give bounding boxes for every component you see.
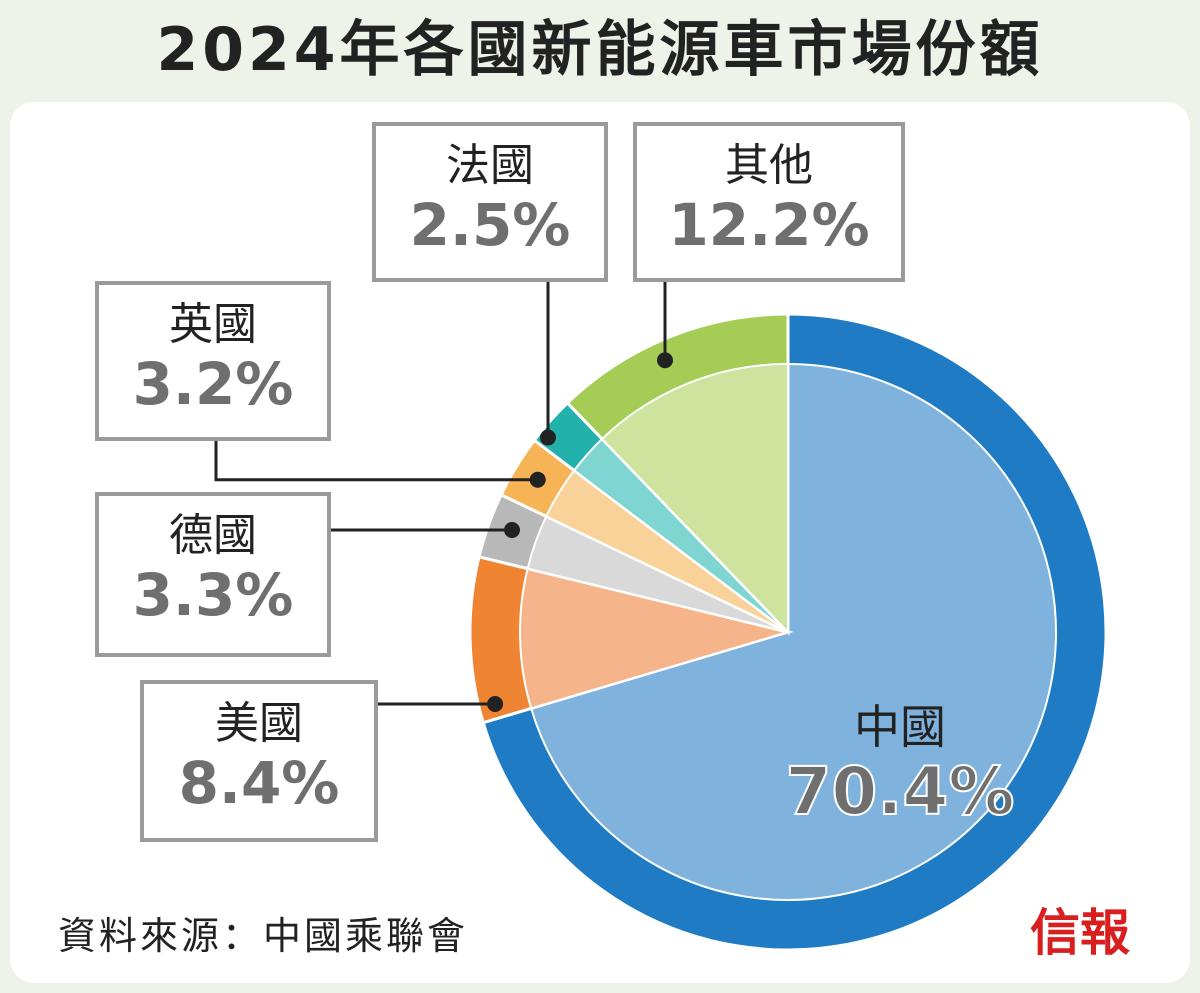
leader-dot-others — [657, 352, 673, 369]
label-box-usa: 美國 8.4% — [140, 680, 378, 842]
pie-slice-inner-china — [529, 362, 1057, 901]
pie-slice-inner-usa — [519, 567, 792, 710]
source-note: 資料來源：中國乘聯會 — [58, 914, 469, 958]
leader-dot-france — [540, 429, 556, 446]
title-band — [0, 0, 1200, 100]
slice-value-usa: 8.4% — [178, 749, 340, 817]
slice-value-uk: 3.2% — [132, 350, 294, 418]
slice-name-usa: 美國 — [215, 698, 303, 749]
label-box-france: 法國 2.5% — [372, 122, 608, 282]
pie-slice-inner-others — [600, 362, 789, 635]
slice-value-france: 2.5% — [409, 191, 571, 259]
label-china: 中國 70.4% — [780, 700, 1020, 831]
leader-dot-germany — [504, 522, 521, 538]
slice-value-others: 12.2% — [668, 191, 870, 259]
slice-name-germany: 德國 — [169, 510, 257, 561]
slice-value-germany: 3.3% — [132, 561, 294, 629]
label-box-germany: 德國 3.3% — [95, 492, 331, 657]
label-box-others: 其他 12.2% — [633, 122, 905, 282]
leader-dot-usa — [487, 696, 504, 712]
leader-dot-uk — [529, 471, 546, 488]
slice-name-uk: 英國 — [169, 299, 257, 350]
slice-name-others: 其他 — [725, 140, 813, 191]
slice-name-france: 法國 — [446, 140, 534, 191]
slice-value-china: 70.4% — [785, 753, 1016, 831]
chart-title: 2024年各國新能源車市場份額 — [156, 15, 1044, 85]
leader-line-uk — [214, 441, 538, 482]
slice-name-china: 中國 — [854, 700, 946, 754]
label-box-uk: 英國 3.2% — [95, 281, 331, 441]
brand-logo: 信報 — [1030, 903, 1130, 962]
